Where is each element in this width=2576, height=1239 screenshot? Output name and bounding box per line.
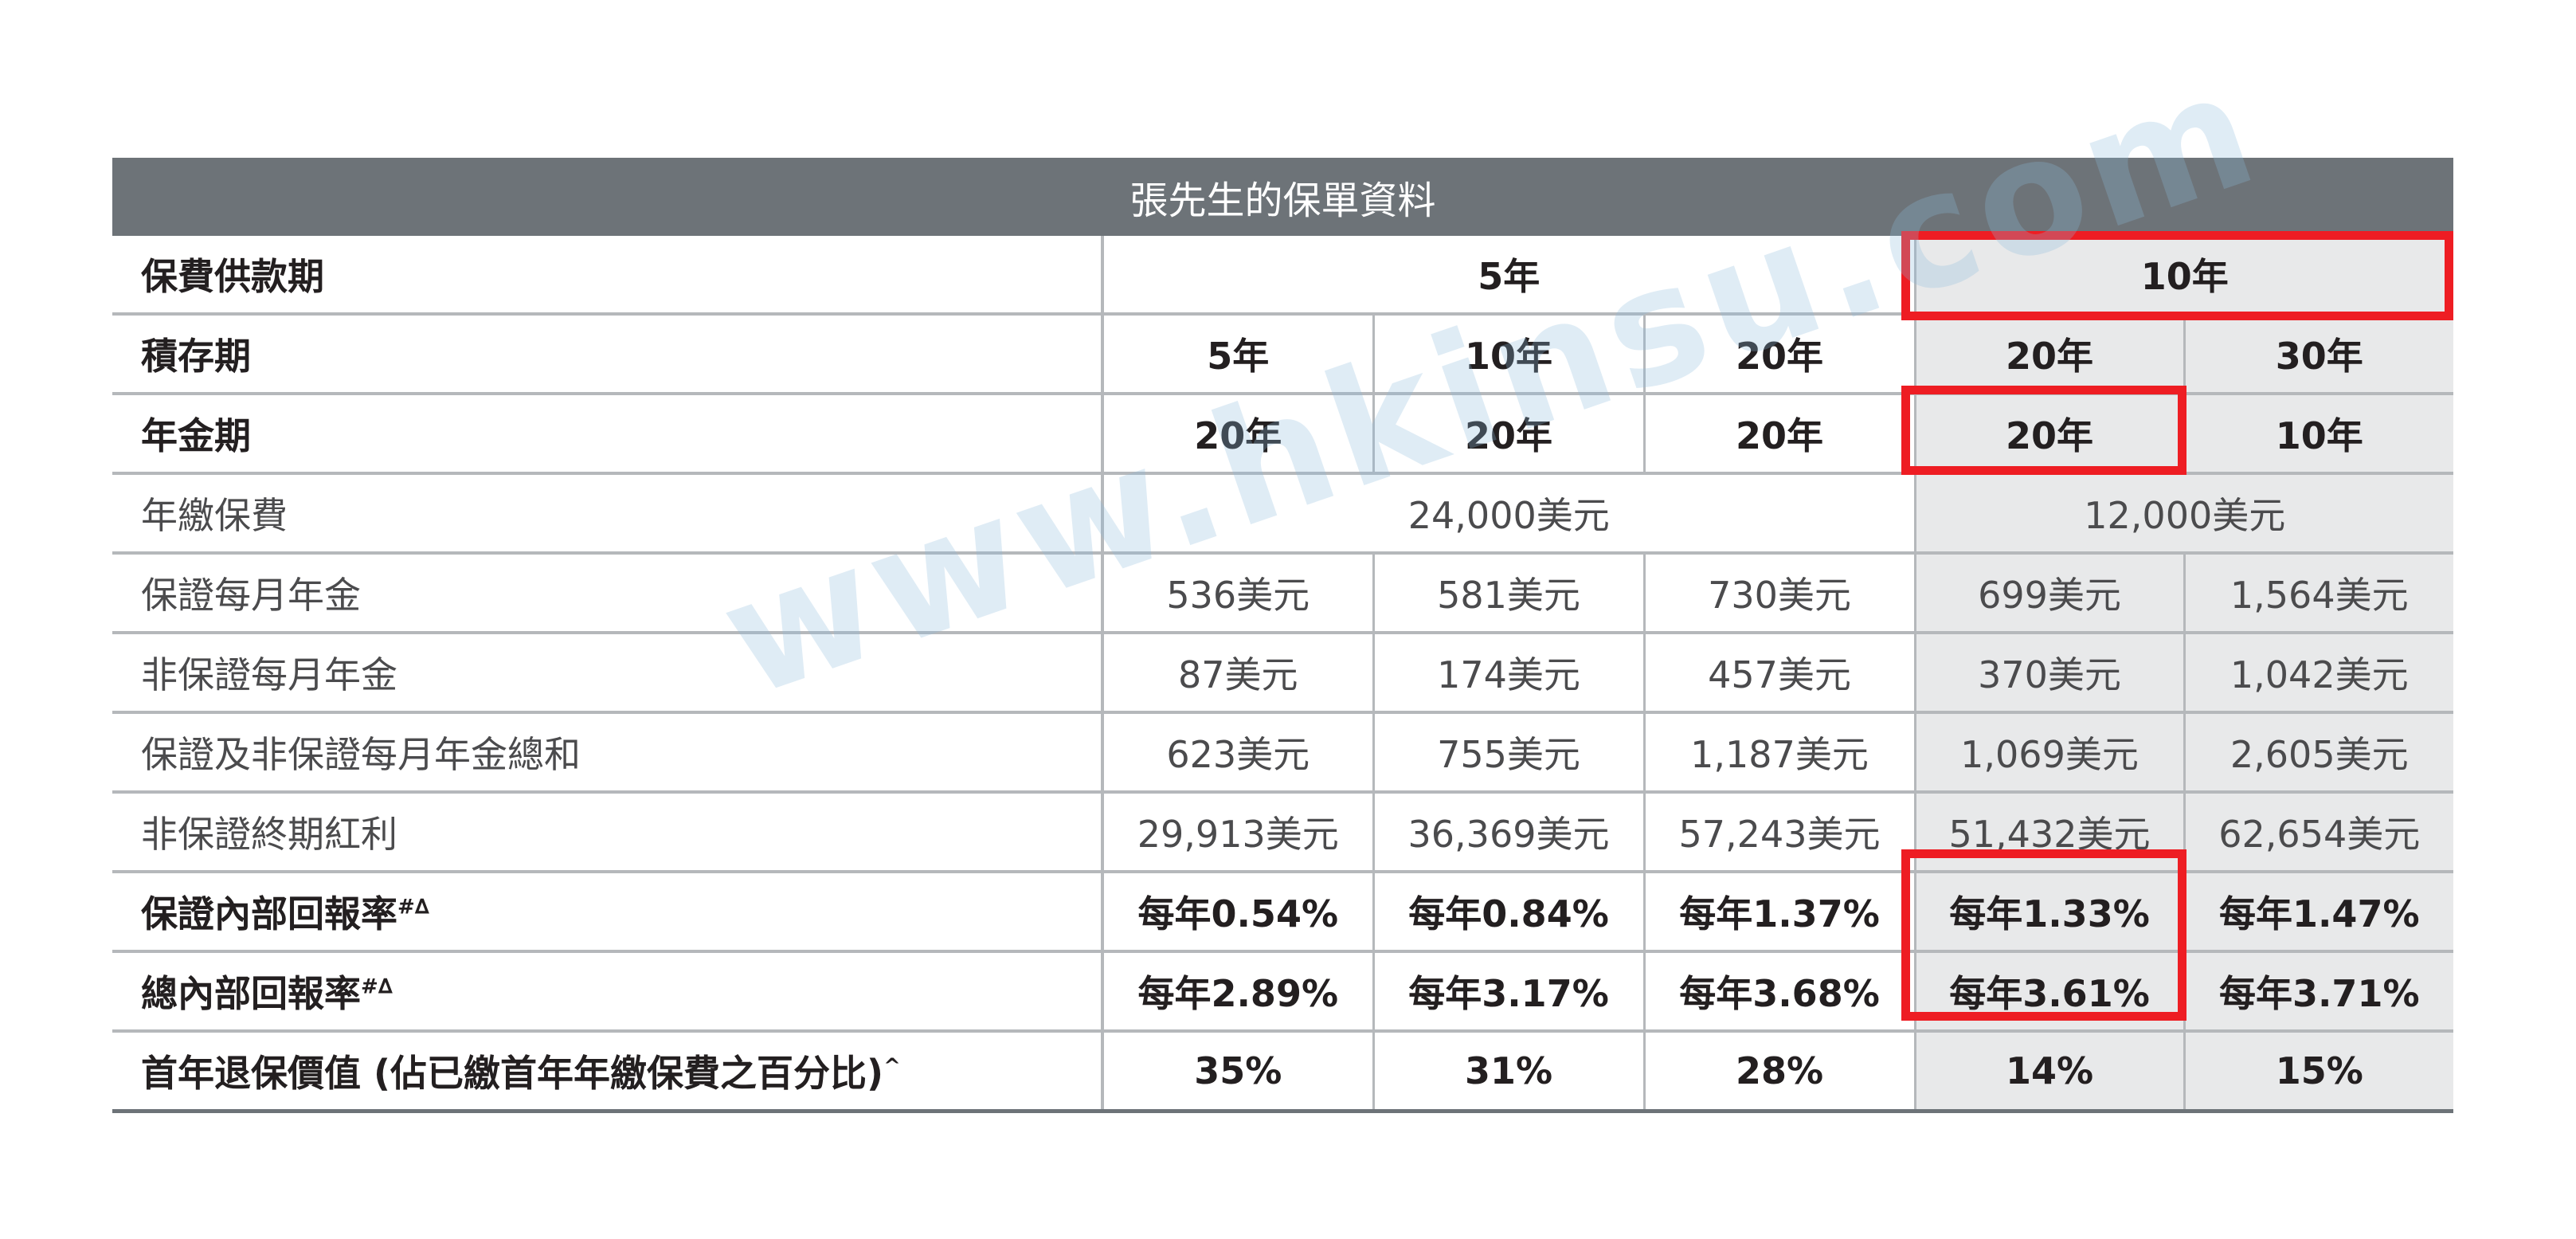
table-cell: 每年3.17% <box>1372 951 1644 1033</box>
table-cell: 每年3.71% <box>2183 951 2454 1033</box>
table-cell: 24,000美元 <box>1101 473 1915 555</box>
row-label: 積存期 <box>112 314 1104 395</box>
table-cell: 每年2.89% <box>1101 951 1373 1033</box>
table-cell: 每年0.54% <box>1101 870 1373 953</box>
accumulation-period-row: 積存期 5年 10年 20年 20年 30年 <box>112 314 2454 395</box>
table-cell: 57,243美元 <box>1642 792 1915 873</box>
table-cell: 30年 <box>2183 314 2454 395</box>
total-monthly-row: 保證及非保證每月年金總和 623美元 755美元 1,187美元 1,069美元… <box>112 712 2454 794</box>
table-cell: 457美元 <box>1642 633 1915 714</box>
table-cell: 10年 <box>2183 394 2454 475</box>
table-cell: 755美元 <box>1372 712 1644 794</box>
table-cell: 每年0.84% <box>1372 870 1644 953</box>
row-label: 年金期 <box>112 394 1104 475</box>
table-cell: 62,654美元 <box>2183 792 2454 873</box>
table-cell: 36,369美元 <box>1372 792 1644 873</box>
annual-premium-row: 年繳保費 24,000美元 12,000美元 <box>112 473 2454 555</box>
table-cell: 20年 <box>1101 394 1373 475</box>
row-label: 保證內部回報率#∆ <box>112 870 1104 953</box>
table-cell: 5年 <box>1101 314 1373 395</box>
table-cell: 1,042美元 <box>2183 633 2454 714</box>
terminal-bonus-row: 非保證終期紅利 29,913美元 36,369美元 57,243美元 51,43… <box>112 792 2454 873</box>
table-cell: 10年 <box>1372 314 1644 395</box>
policy-table: 張先生的保單資料 保費供款期 5年 10年 積存期 5年 10年 20年 20年… <box>112 158 2454 1113</box>
payment-period-row: 保費供款期 5年 10年 <box>112 236 2454 316</box>
table-cell: 20年 <box>1642 314 1915 395</box>
row-label-text: 首年退保價值 (佔已繳首年年繳保費之百分比) <box>141 1052 884 1095</box>
table-cell: 623美元 <box>1101 712 1373 794</box>
table-cell: 5年 <box>1101 236 1915 316</box>
footnote-mark: #∆ <box>361 974 393 999</box>
row-label-text: 保證內部回報率 <box>141 892 397 935</box>
row-label: 年繳保費 <box>112 473 1104 555</box>
table-cell: 1,187美元 <box>1642 712 1915 794</box>
row-label: 保證每月年金 <box>112 553 1104 634</box>
table-title: 張先生的保單資料 <box>112 158 2454 236</box>
row-label: 保費供款期 <box>112 236 1104 316</box>
table-cell: 20年 <box>1913 394 2184 475</box>
row-label: 總內部回報率#∆ <box>112 951 1104 1033</box>
table-cell: 31% <box>1372 1031 1644 1113</box>
row-label: 非保證終期紅利 <box>112 792 1104 873</box>
table-cell: 20年 <box>1913 314 2184 395</box>
table-cell: 15% <box>2183 1031 2454 1113</box>
table-cell: 2,605美元 <box>2183 712 2454 794</box>
table-cell: 370美元 <box>1913 633 2184 714</box>
guaranteed-irr-row: 保證內部回報率#∆ 每年0.54% 每年0.84% 每年1.37% 每年1.33… <box>112 870 2454 953</box>
table-cell: 35% <box>1101 1031 1373 1113</box>
table-cell: 28% <box>1642 1031 1915 1113</box>
surrender-value-row: 首年退保價值 (佔已繳首年年繳保費之百分比)^ 35% 31% 28% 14% … <box>112 1031 2454 1113</box>
table-cell: 51,432美元 <box>1913 792 2184 873</box>
table-cell: 10年 <box>1913 236 2454 316</box>
table-cell: 29,913美元 <box>1101 792 1373 873</box>
table-cell: 1,069美元 <box>1913 712 2184 794</box>
table-cell: 每年1.37% <box>1642 870 1915 953</box>
table-cell: 每年3.68% <box>1642 951 1915 1033</box>
guaranteed-monthly-row: 保證每月年金 536美元 581美元 730美元 699美元 1,564美元 <box>112 553 2454 634</box>
footnote-mark: ^ <box>883 1054 901 1079</box>
table-cell: 12,000美元 <box>1913 473 2454 555</box>
table-cell: 174美元 <box>1372 633 1644 714</box>
table-cell: 每年3.61% <box>1913 951 2184 1033</box>
title-row: 張先生的保單資料 <box>112 158 2454 236</box>
table-cell: 20年 <box>1372 394 1644 475</box>
table-cell: 581美元 <box>1372 553 1644 634</box>
table-cell: 87美元 <box>1101 633 1373 714</box>
row-label: 首年退保價值 (佔已繳首年年繳保費之百分比)^ <box>112 1031 1104 1113</box>
table-cell: 14% <box>1913 1031 2184 1113</box>
row-label-text: 總內部回報率 <box>141 972 361 1015</box>
total-irr-row: 總內部回報率#∆ 每年2.89% 每年3.17% 每年3.68% 每年3.61%… <box>112 951 2454 1033</box>
table-cell: 730美元 <box>1642 553 1915 634</box>
row-label: 非保證每月年金 <box>112 633 1104 714</box>
table-cell: 每年1.33% <box>1913 870 2184 953</box>
table-cell: 20年 <box>1642 394 1915 475</box>
row-label: 保證及非保證每月年金總和 <box>112 712 1104 794</box>
footnote-mark: #∆ <box>397 895 429 919</box>
table-cell: 536美元 <box>1101 553 1373 634</box>
non-guaranteed-monthly-row: 非保證每月年金 87美元 174美元 457美元 370美元 1,042美元 <box>112 633 2454 714</box>
table-cell: 每年1.47% <box>2183 870 2454 953</box>
annuity-period-row: 年金期 20年 20年 20年 20年 10年 <box>112 394 2454 475</box>
table-cell: 699美元 <box>1913 553 2184 634</box>
table-cell: 1,564美元 <box>2183 553 2454 634</box>
